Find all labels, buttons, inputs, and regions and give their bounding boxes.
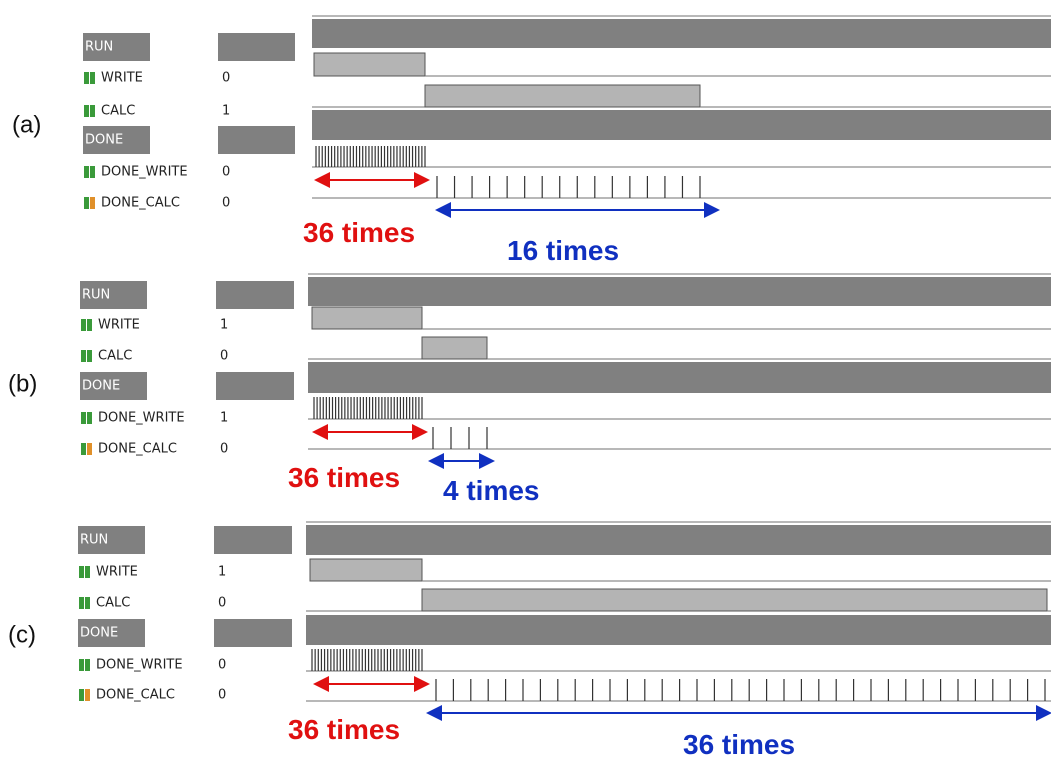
- signal-icon: [85, 566, 90, 578]
- signal-icon: [79, 597, 84, 609]
- signal-name: DONE_CALC: [98, 442, 177, 457]
- signal-icon: [81, 412, 86, 424]
- signal-icon: [90, 105, 95, 117]
- signal-value: 1: [220, 411, 228, 426]
- signal-icon: [87, 350, 92, 362]
- signal-name: DONE_CALC: [101, 196, 180, 211]
- done-write-pulses: [313, 397, 423, 419]
- run-bar: [312, 19, 1051, 48]
- signal-icon: [90, 166, 95, 178]
- calc-count-label: 16 times: [507, 235, 619, 266]
- write-count-label: 36 times: [288, 462, 400, 493]
- signal-name: DONE_WRITE: [98, 411, 185, 426]
- signal-value: 0: [222, 196, 230, 211]
- done-write-pulses: [311, 649, 423, 671]
- group-box: [83, 33, 150, 61]
- signal-icon: [79, 566, 84, 578]
- signal-icon: [84, 166, 89, 178]
- group-name: RUN: [80, 533, 108, 548]
- write-pulse: [313, 52, 426, 77]
- signal-value: 0: [222, 71, 230, 86]
- run-bar: [306, 525, 1051, 555]
- done-write-pulses: [315, 146, 426, 167]
- done-bar: [312, 110, 1051, 140]
- signal-name: CALC: [96, 596, 130, 611]
- group-box: [80, 372, 147, 400]
- run-bar: [308, 277, 1051, 306]
- signal-name: CALC: [98, 349, 132, 364]
- signal-value: 0: [218, 658, 226, 673]
- signal-name: DONE_WRITE: [101, 165, 188, 180]
- signal-icon: [87, 443, 92, 455]
- signal-value: 1: [220, 318, 228, 333]
- signal-icon: [85, 659, 90, 671]
- group-name: DONE: [82, 379, 120, 394]
- write-count-label: 36 times: [288, 714, 400, 745]
- panel-label: (b): [8, 370, 37, 397]
- calc-count-label: 36 times: [683, 729, 795, 760]
- done-calc-pulses: [435, 679, 1046, 701]
- value-box: [218, 33, 295, 61]
- signal-value: 0: [220, 349, 228, 364]
- signal-icon: [81, 319, 86, 331]
- write-pulse: [311, 306, 423, 330]
- signal-name: DONE_WRITE: [96, 658, 183, 673]
- signal-icon: [90, 197, 95, 209]
- signal-value: 0: [220, 442, 228, 457]
- value-box: [216, 372, 294, 400]
- calc-pulse: [424, 84, 701, 108]
- write-pulse: [309, 558, 423, 582]
- group-box: [80, 281, 147, 309]
- value-box: [216, 281, 294, 309]
- signal-icon: [79, 689, 84, 701]
- done-calc-pulses: [432, 427, 488, 449]
- signal-name: WRITE: [98, 318, 140, 333]
- group-name: DONE: [80, 626, 118, 641]
- signal-icon: [81, 350, 86, 362]
- signal-value: 0: [218, 596, 226, 611]
- signal-icon: [79, 659, 84, 671]
- signal-icon: [84, 197, 89, 209]
- value-box: [214, 526, 292, 554]
- signal-value: 0: [222, 165, 230, 180]
- calc-pulse: [421, 336, 488, 360]
- group-box: [78, 619, 145, 647]
- signal-name: WRITE: [101, 71, 143, 86]
- calc-count-label: 4 times: [443, 475, 540, 506]
- done-bar: [306, 615, 1051, 645]
- value-box: [214, 619, 292, 647]
- value-box: [218, 126, 295, 154]
- done-calc-pulses: [436, 176, 701, 198]
- write-count-label: 36 times: [303, 217, 415, 248]
- signal-name: WRITE: [96, 565, 138, 580]
- panel-label: (c): [8, 621, 36, 648]
- signal-icon: [87, 319, 92, 331]
- signal-icon: [81, 443, 86, 455]
- group-box: [78, 526, 145, 554]
- done-bar: [308, 362, 1051, 393]
- calc-pulse: [421, 588, 1048, 612]
- signal-icon: [84, 105, 89, 117]
- signal-icon: [84, 72, 89, 84]
- group-box: [83, 126, 150, 154]
- signal-icon: [90, 72, 95, 84]
- signal-value: 0: [218, 688, 226, 703]
- signal-icon: [87, 412, 92, 424]
- group-name: RUN: [85, 40, 113, 55]
- group-name: RUN: [82, 288, 110, 303]
- signal-icon: [85, 689, 90, 701]
- group-name: DONE: [85, 133, 123, 148]
- signal-value: 1: [218, 565, 226, 580]
- signal-value: 1: [222, 104, 230, 119]
- panel-label: (a): [12, 111, 41, 138]
- signal-name: DONE_CALC: [96, 688, 175, 703]
- signal-name: CALC: [101, 104, 135, 119]
- signal-icon: [85, 597, 90, 609]
